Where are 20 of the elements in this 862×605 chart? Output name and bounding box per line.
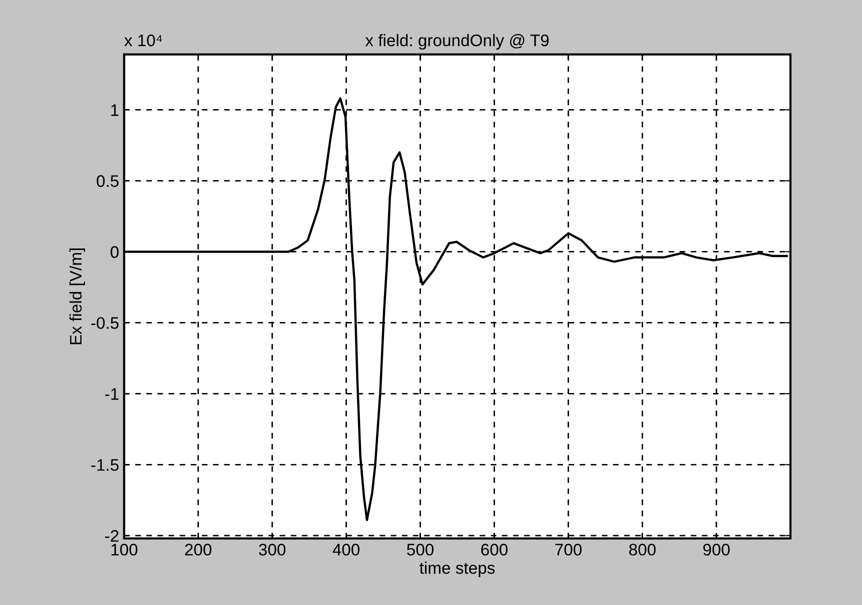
y-tick-label: -1 [105, 388, 118, 400]
y-tick-label: -0.5 [91, 317, 119, 329]
y-tick-label: 0 [110, 246, 119, 258]
x-tick-label: 900 [703, 544, 730, 556]
x-tick-label: 700 [555, 544, 582, 556]
y-tick-label: -1.5 [91, 459, 119, 471]
y-tick-label: 0.5 [96, 175, 119, 187]
x-tick-label: 300 [258, 544, 286, 556]
x-tick-label: 400 [332, 544, 360, 556]
x-tick-label: 600 [481, 544, 508, 556]
x-tick-label: 100 [111, 544, 138, 556]
y-axis-title: Ex field [V/m] [69, 248, 85, 344]
y-tick-label: -2 [105, 530, 118, 542]
text: x 10⁴ [124, 34, 162, 46]
x-axis-title: time steps [420, 562, 495, 578]
x-tick-label: 800 [629, 544, 656, 556]
y-tick-label: 1 [111, 104, 118, 116]
x-tick-label: 500 [407, 544, 434, 556]
x-tick-label: 200 [185, 544, 212, 556]
chart-title: x field: groundOnly @ T9 [365, 34, 549, 50]
